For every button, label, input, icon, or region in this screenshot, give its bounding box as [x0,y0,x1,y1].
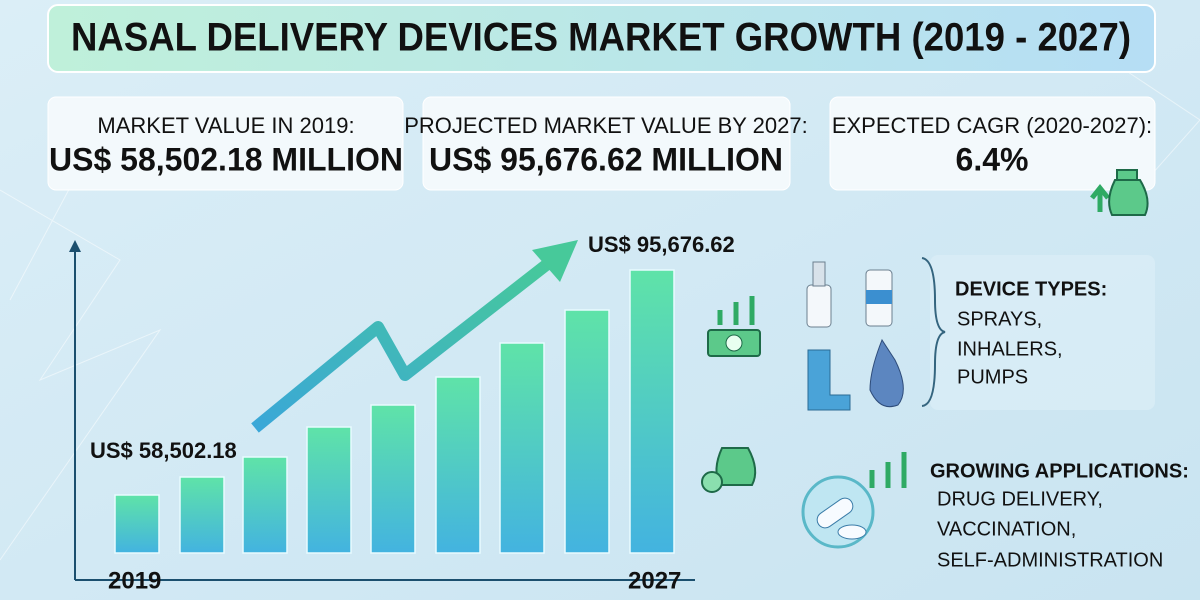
stat-value: 6.4% [956,141,1029,177]
stat-label: MARKET VALUE IN 2019: [97,113,354,138]
device-box [930,255,1155,410]
application: SELF-ADMINISTRATION [937,549,1163,571]
money-bag-icon [1090,169,1149,216]
device-icons [806,257,946,411]
device-type: INHALERS, [957,338,1063,360]
application: DRUG DELIVERY, [937,488,1103,510]
stat-box [47,96,404,191]
application: VACCINATION, [937,518,1076,540]
stat-value: US$ 95,676.62 MILLION [429,141,783,177]
device-types-title: DEVICE TYPES: [955,278,1107,300]
applications-title: GROWING APPLICATIONS: [930,460,1189,482]
device-type: PUMPS [957,366,1028,388]
end-value-label: US$ 95,676.62 [588,232,735,257]
start-value-label: US$ 58,502.18 [90,438,237,463]
device-type: SPRAYS, [957,308,1042,330]
start-year: 2019 [108,567,161,594]
stat-value: US$ 58,502.18 MILLION [49,141,403,177]
end-year: 2027 [628,567,681,594]
money-icons [701,296,761,493]
stat-box [422,96,791,191]
title: NASAL DELIVERY DEVICES MARKET GROWTH (20… [71,16,1131,60]
stat-box [829,96,1156,191]
title-box [47,4,1156,73]
bar-illustration [69,240,695,581]
application-icons [801,452,907,549]
stat-label: EXPECTED CAGR (2020-2027): [832,113,1152,138]
stat-label: PROJECTED MARKET VALUE BY 2027: [404,113,807,138]
